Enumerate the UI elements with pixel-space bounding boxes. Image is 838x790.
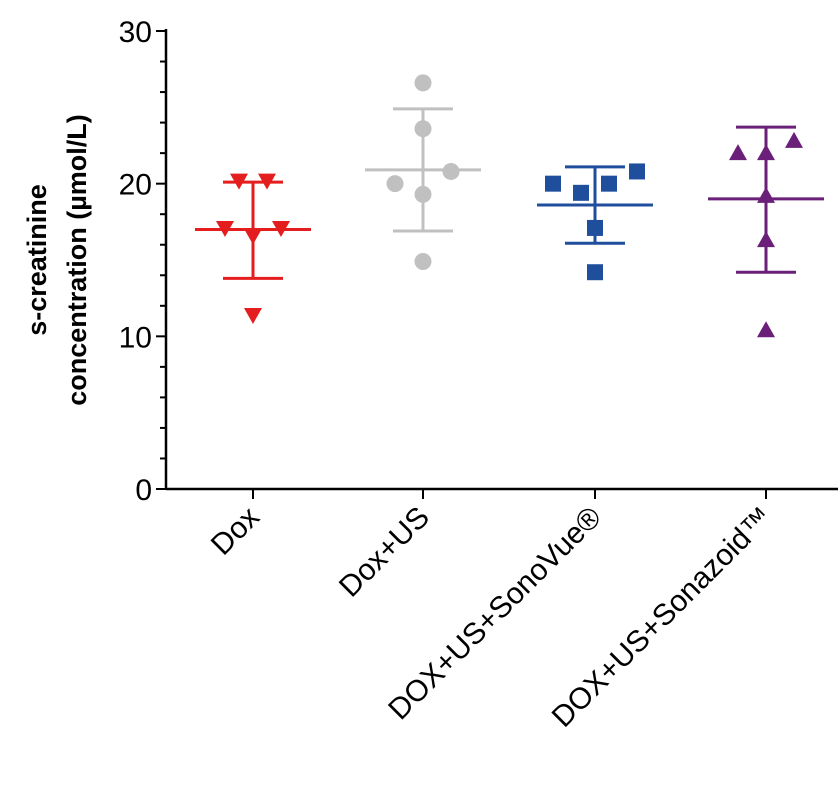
data-point [414, 120, 432, 138]
data-point [601, 175, 617, 192]
data-point [216, 220, 234, 237]
axes [164, 29, 838, 491]
data-point [587, 264, 603, 281]
data-point [244, 307, 262, 324]
x-category-label: Dox+US [333, 501, 436, 604]
data-point [545, 175, 561, 192]
series-group [708, 125, 824, 338]
y-tick-label: 20 [119, 169, 152, 202]
data-point [729, 144, 747, 161]
y-tick-label: 10 [119, 321, 152, 354]
series-group [365, 74, 481, 271]
y-tick-label: 30 [119, 16, 152, 49]
data-marks [195, 74, 824, 338]
y-axis-ticks: 0 10 20 30 [119, 16, 166, 507]
data-point [573, 184, 589, 201]
y-tick-label: 0 [135, 474, 152, 507]
data-point [244, 228, 262, 245]
data-point [757, 321, 775, 338]
series-group [195, 173, 311, 324]
data-point [414, 253, 432, 271]
data-point [785, 131, 803, 148]
data-point [757, 231, 775, 248]
y-axis-title-line-2: concentration (µmol/L) [62, 114, 92, 406]
data-point [414, 74, 432, 92]
data-point [230, 173, 248, 190]
data-point [272, 220, 290, 237]
data-point [258, 173, 276, 190]
data-point [587, 219, 603, 236]
data-point [442, 162, 460, 180]
data-point [757, 186, 775, 203]
y-axis-title: s-creatinine concentration (µmol/L) [22, 114, 92, 406]
data-point [386, 175, 404, 193]
y-axis-title-line-1: s-creatinine [22, 184, 52, 336]
series-group [537, 163, 653, 281]
data-point [629, 163, 645, 180]
data-point [414, 185, 432, 203]
data-point [757, 144, 775, 161]
x-category-label: Dox [205, 501, 266, 562]
